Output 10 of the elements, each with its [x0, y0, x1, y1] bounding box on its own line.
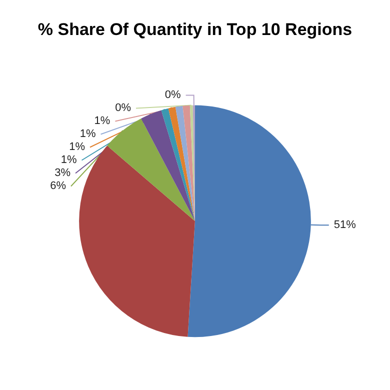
data-label: 6% [50, 180, 66, 192]
data-label: 1% [60, 154, 77, 166]
chart-title: % Share Of Quantity in Top 10 Regions [38, 20, 352, 39]
data-label: 1% [69, 141, 86, 154]
data-label: 1% [80, 128, 96, 140]
data-label: 51% [334, 219, 356, 232]
data-label: 1% [94, 115, 110, 128]
data-label: 0% [115, 102, 132, 114]
data-label: 0% [164, 89, 182, 102]
data-label: 3% [54, 167, 71, 180]
